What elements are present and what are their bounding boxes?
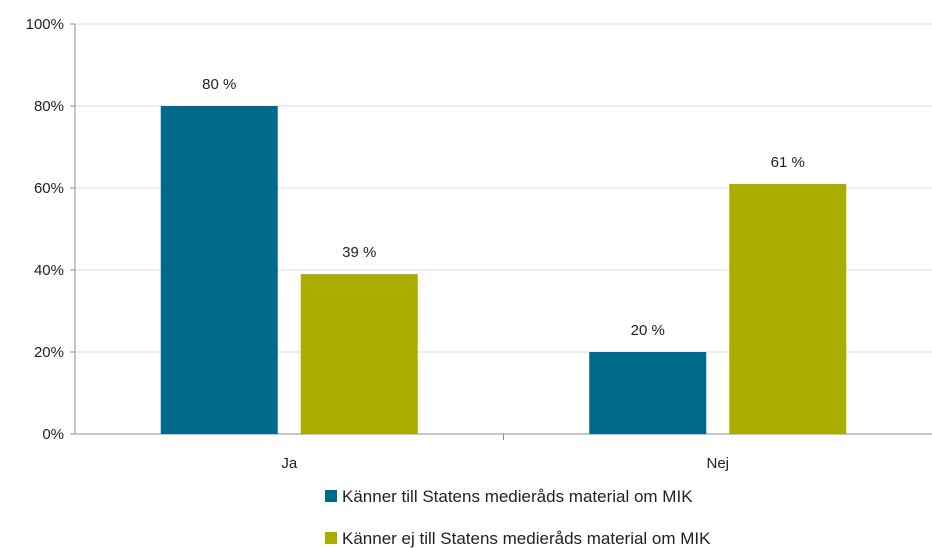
legend-swatch-1 [325, 490, 337, 502]
legend-swatch-2 [325, 532, 337, 544]
y-tick-label-80: 80% [34, 98, 64, 115]
data-label-nej-series-1: 20 % [631, 322, 665, 339]
y-tick-label-100: 100% [26, 16, 64, 33]
y-tick-label-0: 0% [42, 426, 64, 443]
bar-ja-series-1 [160, 106, 278, 434]
bars [160, 106, 847, 434]
x-tick-label-ja: Ja [281, 455, 298, 472]
data-label-ja-series-1: 80 % [202, 76, 236, 93]
bar-ja-series-2 [300, 274, 418, 434]
x-tick-label-nej: Nej [706, 455, 729, 472]
legend-label-2: Känner ej till Statens medieråds materia… [342, 529, 711, 548]
legend: Känner till Statens medieråds material o… [325, 487, 711, 548]
bar-nej-series-2 [729, 183, 847, 434]
legend-label-1: Känner till Statens medieråds material o… [342, 487, 693, 506]
data-label-ja-series-2: 39 % [342, 244, 376, 261]
y-tick-label-40: 40% [34, 262, 64, 279]
y-tick-label-60: 60% [34, 180, 64, 197]
y-tick-label-20: 20% [34, 344, 64, 361]
data-label-nej-series-2: 61 % [771, 154, 805, 171]
bar-nej-series-1 [589, 352, 707, 434]
data-labels: 80 % 39 % 20 % 61 % [202, 76, 805, 339]
